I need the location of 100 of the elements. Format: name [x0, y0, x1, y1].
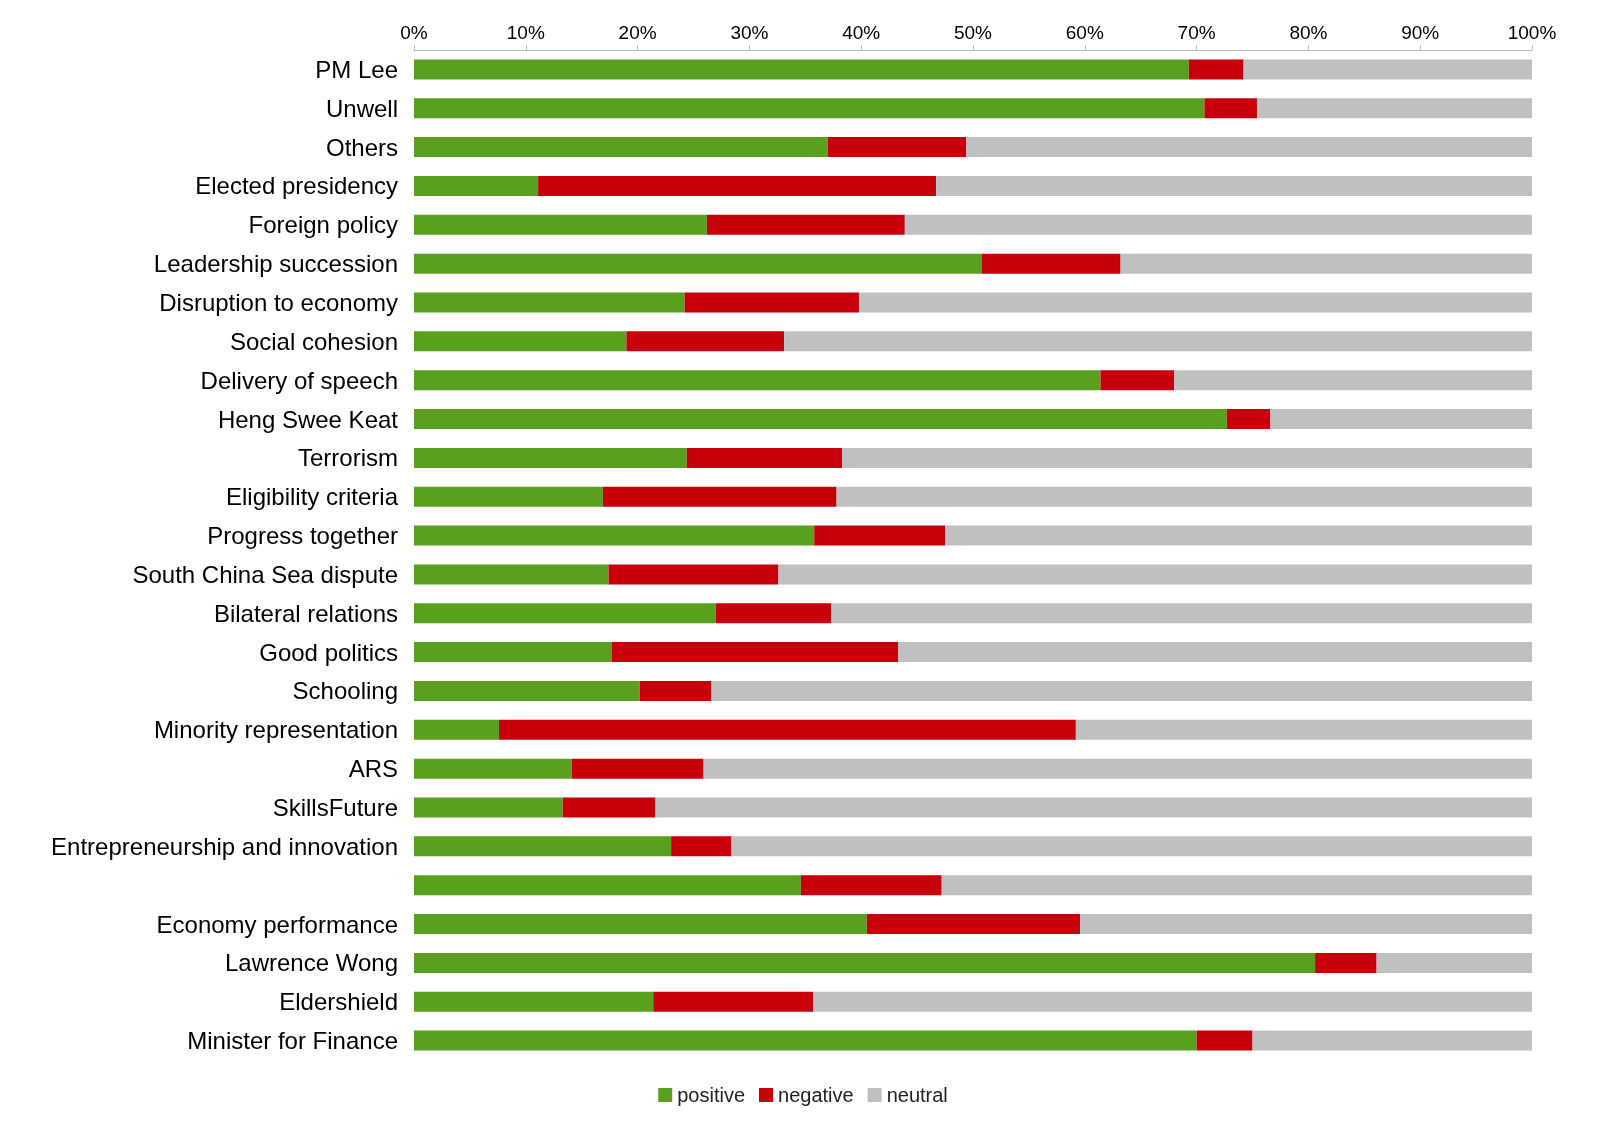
bar	[414, 758, 572, 779]
bar	[538, 175, 937, 196]
y-tick-label: Leadership succession	[153, 250, 398, 278]
bar	[414, 59, 1189, 80]
bar	[1252, 1030, 1532, 1051]
y-tick-label: Disruption to economy	[159, 289, 398, 316]
bar	[414, 292, 685, 313]
bar	[711, 680, 1532, 701]
bar	[414, 486, 603, 507]
bar	[498, 719, 1076, 740]
bar	[778, 564, 1532, 585]
bar	[831, 603, 1532, 624]
bar	[1243, 59, 1532, 80]
y-tick-label: Terrorism	[298, 444, 398, 472]
y-tick-label: Schooling	[292, 677, 398, 705]
x-tick-label: 90%	[1401, 22, 1440, 43]
bar	[1188, 59, 1244, 80]
bar	[414, 952, 1316, 973]
bar	[414, 175, 539, 196]
y-tick-label: Good politics	[259, 638, 398, 666]
bar	[414, 525, 815, 546]
bar	[945, 525, 1532, 546]
bar	[414, 642, 612, 663]
bar	[414, 719, 499, 740]
x-tick-label: 70%	[1177, 22, 1216, 43]
bar	[671, 836, 732, 857]
bar	[706, 214, 905, 235]
bar	[414, 836, 672, 857]
bar	[414, 991, 654, 1012]
bar	[858, 292, 1532, 313]
y-tick-label: Economy performance	[156, 910, 398, 938]
bar	[731, 836, 1532, 857]
x-tick-label: 20%	[618, 22, 657, 43]
bar	[1196, 1030, 1253, 1051]
bar	[414, 680, 640, 701]
bar	[1315, 952, 1377, 973]
x-tick-label: 50%	[953, 22, 993, 43]
y-tick-label: ARS	[348, 755, 398, 783]
bar	[414, 370, 1101, 391]
bar	[703, 758, 1532, 779]
bar	[936, 175, 1532, 196]
y-tick-label: Unwell	[325, 94, 398, 122]
bar	[608, 564, 779, 585]
y-tick-label: Heng Swee Keat	[217, 405, 399, 433]
x-tick-label: 10%	[506, 22, 545, 43]
bar	[1270, 409, 1532, 430]
y-tick-label: SkillsFuture	[272, 794, 398, 821]
x-tick-label: 0%	[400, 22, 428, 43]
bar	[1075, 719, 1532, 740]
y-tick-label: Others	[325, 133, 398, 161]
y-tick-label: Minority representation	[153, 716, 398, 744]
bar	[611, 642, 899, 663]
x-tick-label: 30%	[730, 22, 769, 43]
bar	[800, 875, 942, 896]
bar	[571, 758, 704, 779]
bar	[836, 486, 1532, 507]
y-tick-label: Progress together	[207, 522, 398, 550]
bar	[866, 914, 1081, 935]
bar	[1226, 409, 1271, 430]
bar	[1376, 952, 1532, 973]
bar	[639, 680, 712, 701]
bar	[981, 253, 1121, 274]
bar	[814, 525, 946, 546]
x-tick-label: 100%	[1507, 22, 1557, 43]
bar	[414, 137, 828, 158]
bar	[414, 447, 687, 468]
y-tick-label: Minister for Finance	[187, 1027, 398, 1055]
bar	[1080, 914, 1532, 935]
x-tick-label: 80%	[1289, 22, 1328, 43]
bar	[813, 991, 1532, 1012]
bar	[842, 447, 1532, 468]
bar	[414, 603, 716, 624]
y-tick-label: Social cohesion	[229, 327, 398, 355]
bar	[898, 642, 1532, 663]
bar	[1174, 370, 1532, 391]
bar	[653, 991, 814, 1012]
y-tick-label: PM Lee	[315, 55, 398, 83]
bar	[686, 447, 843, 468]
legend-label: neutral	[886, 1084, 948, 1106]
bar	[784, 331, 1532, 352]
bar	[1100, 370, 1175, 391]
bar	[414, 331, 627, 352]
bar	[715, 603, 832, 624]
bar	[414, 1030, 1197, 1051]
y-tick-label: Lawrence Wong	[225, 949, 398, 977]
bar	[414, 253, 982, 274]
x-tick-label: 40%	[842, 22, 881, 43]
y-tick-label: Elected presidency	[195, 172, 398, 200]
bar	[414, 914, 867, 935]
bar	[1204, 98, 1257, 119]
bar	[414, 797, 563, 818]
bar	[1120, 253, 1532, 274]
bar	[1256, 98, 1532, 119]
bar	[655, 797, 1532, 818]
bar	[562, 797, 656, 818]
y-tick-label: Entrepreneurship and innovation	[51, 832, 398, 860]
y-tick-label: Eligibility criteria	[225, 483, 399, 511]
bar	[414, 875, 801, 896]
y-tick-label: Bilateral relations	[213, 599, 398, 627]
bar	[827, 137, 967, 158]
